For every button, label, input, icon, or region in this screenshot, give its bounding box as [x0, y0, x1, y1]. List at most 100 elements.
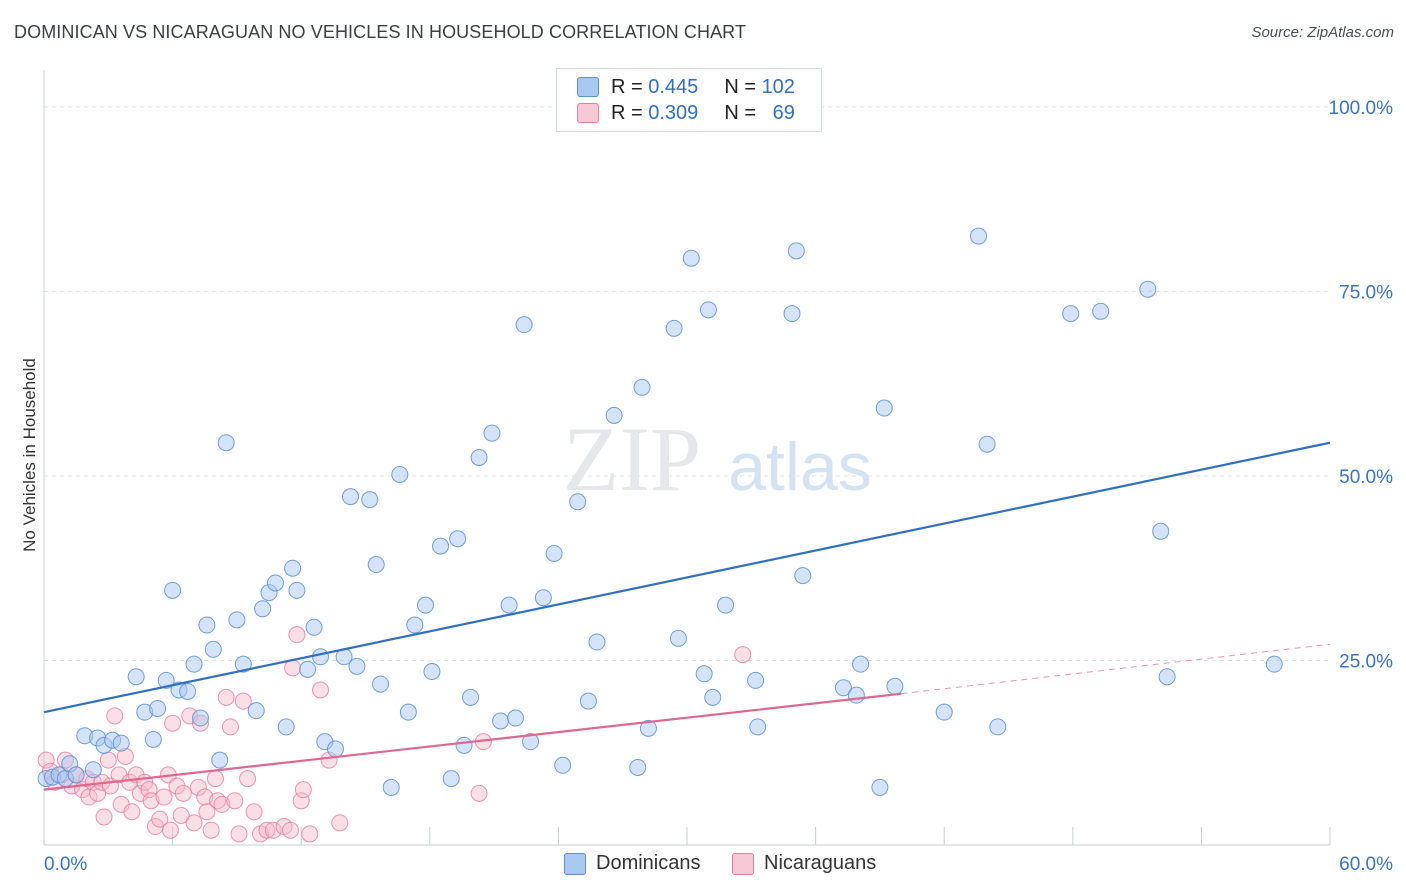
- dominican-point: [695, 665, 713, 683]
- nicaraguan-point: [106, 707, 124, 725]
- legend-swatch-blue: [564, 852, 586, 875]
- chart-title: DOMINICAN VS NICARAGUAN NO VEHICLES IN H…: [14, 22, 747, 42]
- dominican-point: [747, 671, 765, 689]
- legend-n-value: 102: [761, 75, 795, 98]
- y-tick-label: 25.0%: [1339, 651, 1393, 672]
- dominican-point: [783, 305, 801, 323]
- dominican-point: [406, 616, 424, 634]
- nicaraguan-point: [292, 792, 310, 810]
- legend-swatch-pink: [732, 852, 754, 875]
- dominican-point: [1092, 302, 1110, 320]
- nicaraguan-point: [258, 821, 276, 839]
- dominican-point: [717, 596, 735, 614]
- nicaraguan-point: [213, 795, 231, 813]
- watermark-atlas: atlas: [728, 429, 872, 505]
- legend-swatch-blue: [577, 77, 599, 97]
- nicaraguan-point: [142, 792, 160, 810]
- dominican-point: [629, 759, 647, 776]
- nicaraguan-point: [217, 688, 235, 706]
- dominican-point: [978, 435, 996, 453]
- legend-n-value: 69: [772, 101, 795, 124]
- dominican-point: [449, 530, 467, 548]
- dominican-point: [299, 660, 317, 678]
- nicaraguan-point: [140, 781, 158, 799]
- nicaraguan-point: [172, 806, 190, 824]
- nicaraguan-point: [155, 788, 173, 806]
- nicaraguan-point: [89, 784, 107, 802]
- legend-row-nicaraguans: R = 0.309 N = 69: [577, 101, 795, 125]
- dominican-point: [749, 718, 767, 736]
- watermark: ZIP atlas: [563, 408, 872, 510]
- legend-r-value: 0.445: [648, 75, 699, 98]
- dominican-point: [455, 736, 473, 754]
- legend-n-label: N =: [724, 101, 756, 124]
- nicaraguan-point: [470, 784, 488, 802]
- dominican-point: [399, 703, 417, 721]
- nicaraguan-point: [198, 803, 216, 821]
- dominican-point: [847, 686, 865, 704]
- nicaraguan-point: [245, 803, 263, 821]
- dominican-point: [149, 699, 167, 717]
- legend-swatch-pink: [577, 103, 599, 123]
- dominican-point: [144, 730, 162, 748]
- dominican-point: [391, 465, 409, 483]
- dominican-point: [669, 629, 687, 647]
- dominican-point: [554, 756, 572, 774]
- dominican-point: [483, 424, 501, 442]
- dominican-point: [500, 596, 518, 614]
- nicaraguan-point: [331, 814, 349, 832]
- dominican-point: [228, 611, 246, 629]
- nicaraguan-point: [37, 751, 55, 769]
- nicaraguan-point: [230, 825, 248, 843]
- nicaraguan-point: [264, 821, 282, 839]
- nicaraguan-point: [185, 814, 203, 832]
- dominican-point: [112, 734, 130, 752]
- dominican-point: [989, 718, 1007, 736]
- tick-labels: 25.0% 50.0% 75.0% 100.0% 0.0% 60.0%: [44, 98, 1393, 875]
- dominican-point: [84, 761, 102, 779]
- legend-item-dominicans: Dominicans: [564, 852, 700, 875]
- stats-legend: R = 0.445 N = 102 R = 0.309 N = 69: [556, 68, 822, 132]
- dominican-point: [1152, 522, 1170, 540]
- dominican-point: [277, 718, 295, 736]
- dominicans-trend-line: [43, 441, 1331, 714]
- dominican-point: [247, 702, 265, 720]
- dominican-point: [382, 778, 400, 796]
- series-legend: Dominicans Nicaraguans: [0, 852, 1406, 878]
- dominican-point: [442, 770, 460, 788]
- dominican-point: [185, 655, 203, 673]
- nicaraguan-point: [164, 714, 182, 732]
- axes: [43, 70, 1331, 846]
- dominican-point: [569, 493, 587, 511]
- dominican-point: [198, 616, 216, 634]
- nicaraguan-point: [99, 751, 117, 769]
- dominican-point: [682, 249, 700, 267]
- dominican-point: [191, 709, 209, 727]
- dominican-point: [266, 574, 284, 592]
- nicaraguan-point: [288, 626, 306, 644]
- dominican-point: [515, 316, 533, 334]
- dominican-point: [211, 751, 229, 769]
- dominican-point: [507, 709, 525, 727]
- nicaraguan-point: [189, 778, 207, 796]
- nicaraguan-point: [202, 821, 220, 839]
- watermark-zip: ZIP: [563, 408, 701, 510]
- nicaraguan-point: [95, 808, 113, 826]
- dominican-point: [361, 491, 379, 509]
- dominican-point: [534, 589, 552, 607]
- dominican-point: [522, 733, 540, 751]
- dominican-point: [127, 668, 145, 686]
- y-tick-label: 50.0%: [1339, 467, 1393, 488]
- nicaraguan-point: [151, 810, 169, 828]
- dominican-point: [367, 556, 385, 574]
- nicaraguan-point: [311, 681, 329, 699]
- nicaraguan-point: [196, 788, 214, 806]
- dominican-point: [787, 242, 805, 260]
- nicaraguan-point: [281, 821, 299, 839]
- dominican-point: [886, 677, 904, 695]
- dominican-point: [67, 766, 85, 784]
- dominican-point: [284, 559, 302, 577]
- legend-label-dominicans: Dominicans: [596, 852, 701, 874]
- nicaraguan-point: [301, 825, 319, 843]
